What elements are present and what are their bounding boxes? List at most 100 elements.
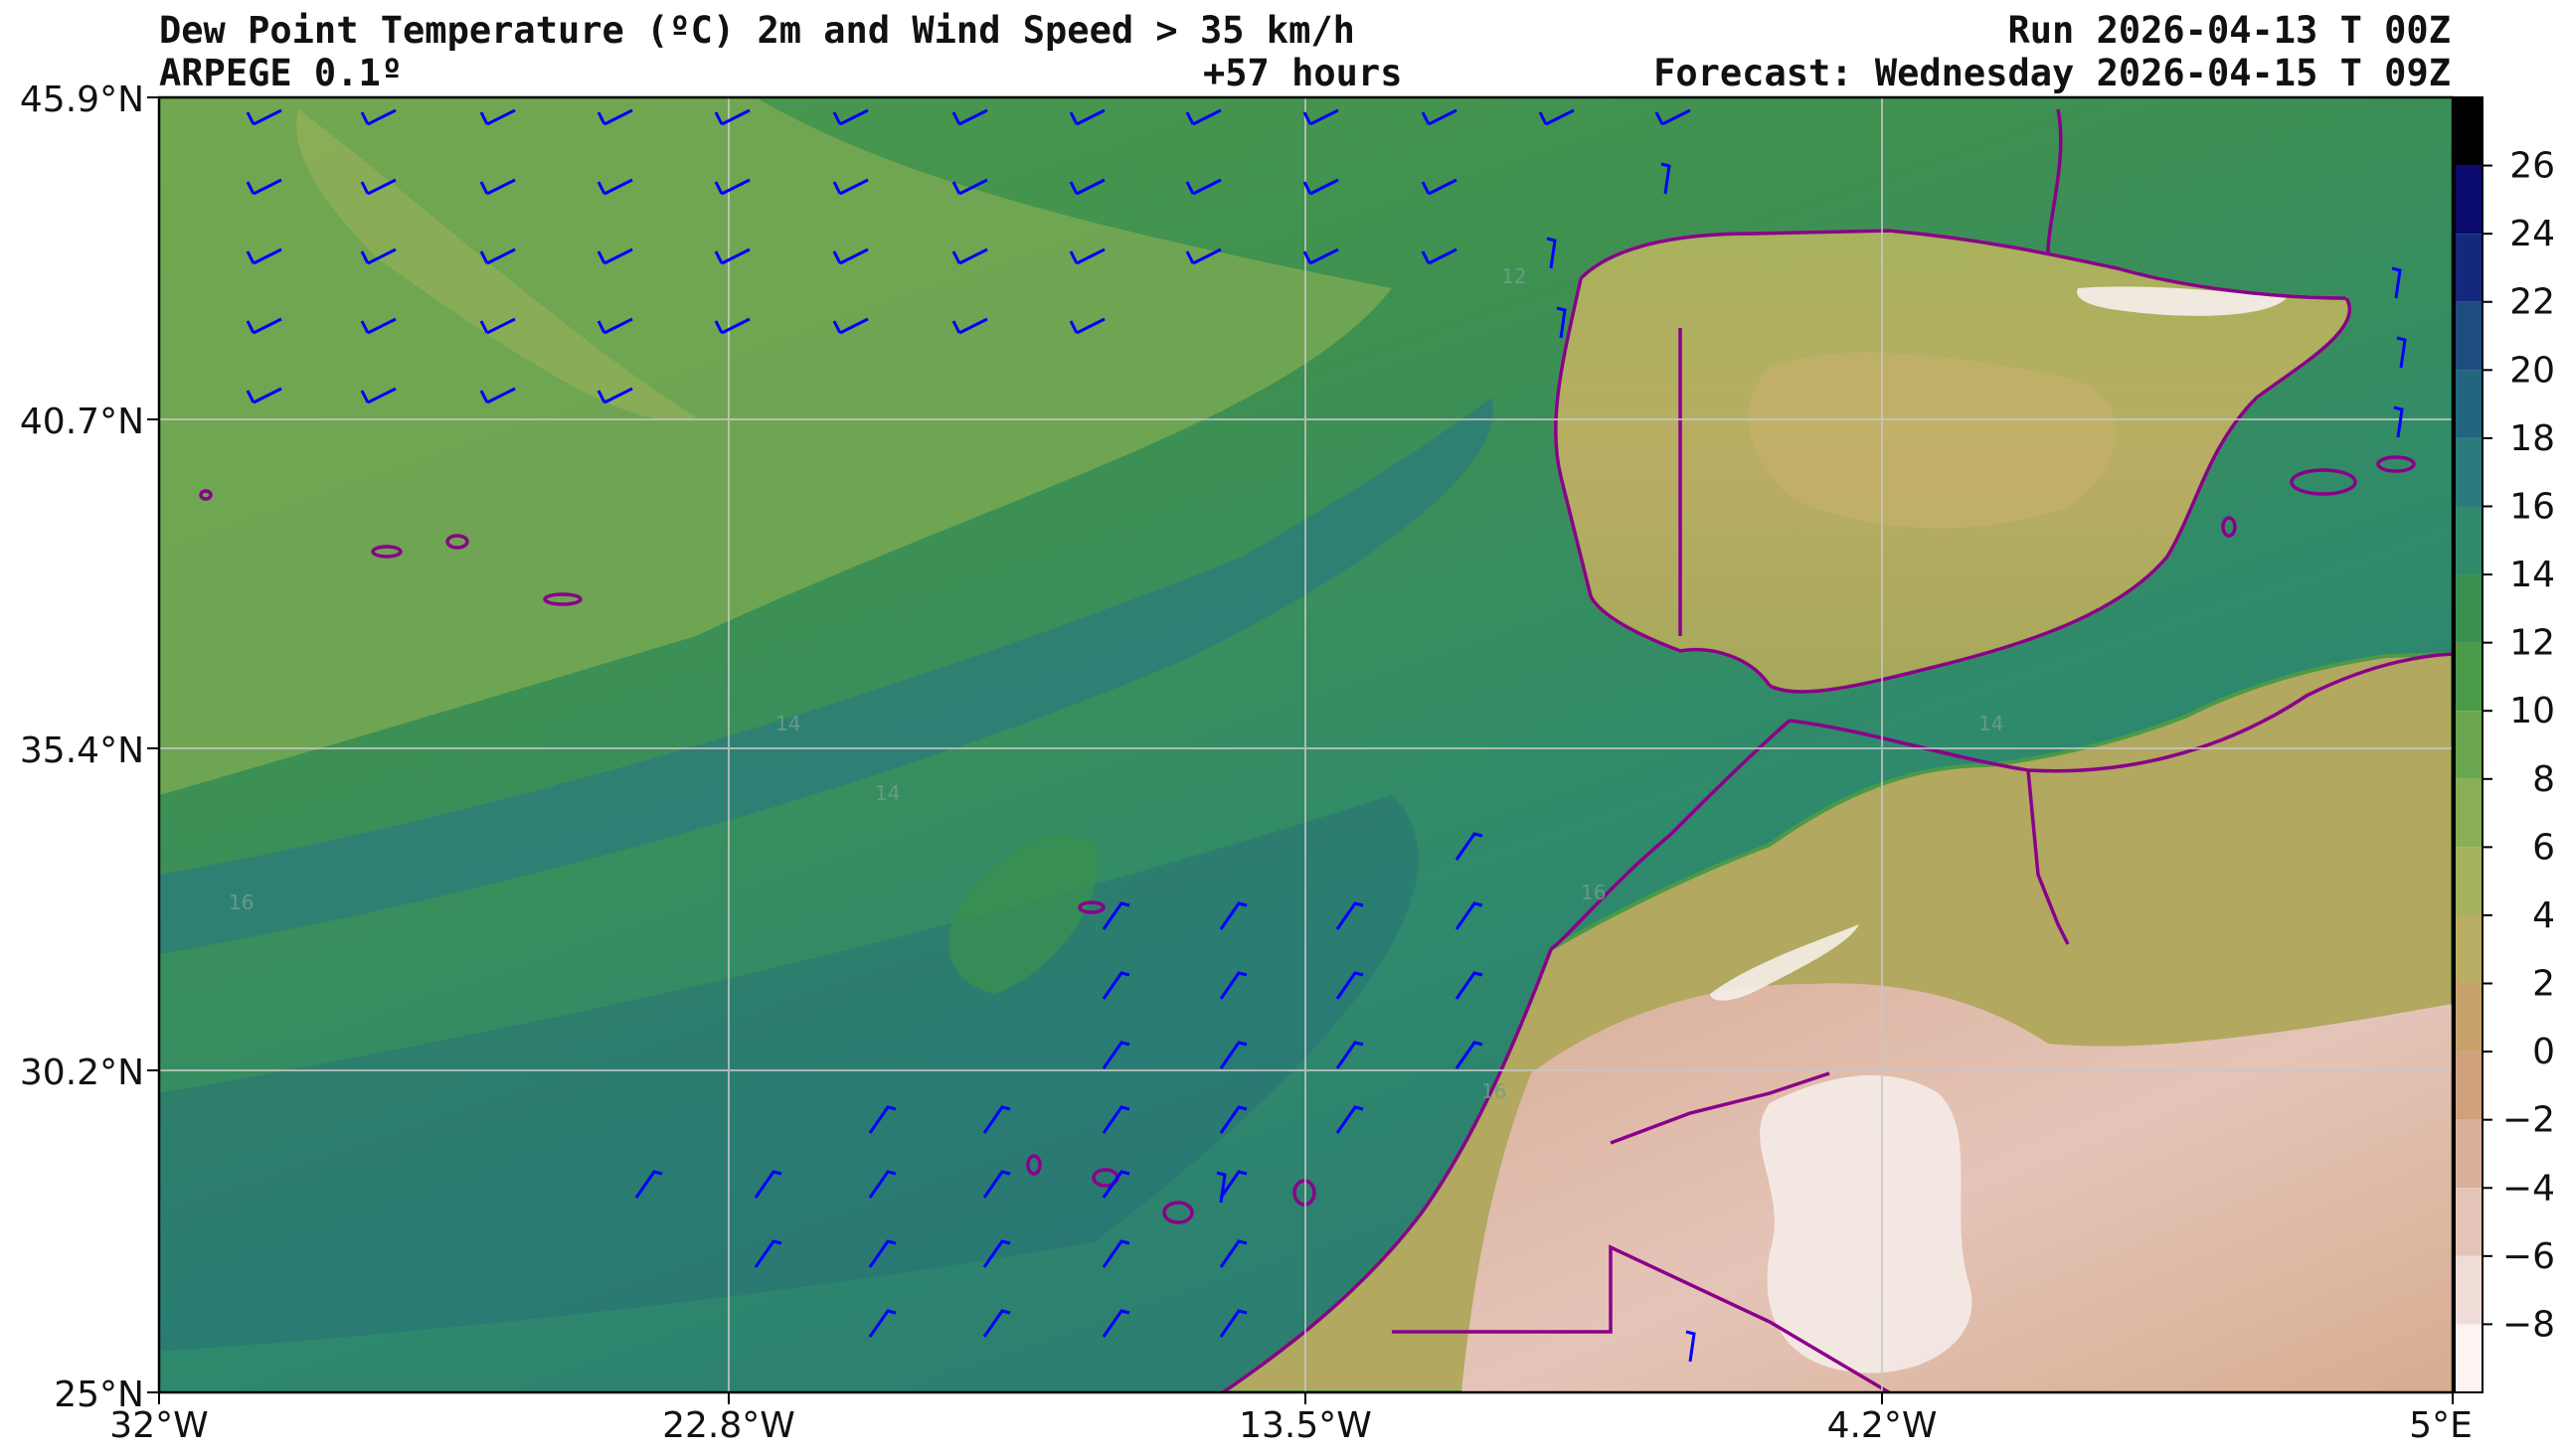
model-label: ARPEGE 0.1º xyxy=(159,52,404,94)
colorbar-tick-label: 24 xyxy=(2509,214,2555,254)
wind-barb xyxy=(1219,901,1248,930)
wind-barb xyxy=(832,247,869,265)
wind-barb xyxy=(868,1239,897,1268)
wind-barb xyxy=(1219,1239,1248,1268)
colorbar-band xyxy=(2455,642,2482,712)
wind-barb xyxy=(1102,1041,1130,1069)
sahara-pale xyxy=(1760,1074,1972,1374)
wind-barb xyxy=(1219,1309,1248,1338)
colorbar-tick-label: 16 xyxy=(2509,486,2555,527)
contour-label: 12 xyxy=(1501,264,1526,288)
wind-barb xyxy=(832,178,869,196)
colorbar-frame xyxy=(2454,96,2483,1393)
wind-barb xyxy=(246,178,282,196)
wind-barb xyxy=(1102,901,1130,930)
wind-barb xyxy=(714,317,751,335)
lon-label: 5°E xyxy=(2409,1405,2473,1446)
wind-barb xyxy=(1102,1105,1130,1134)
colorbar-tick-label: 14 xyxy=(2509,555,2555,595)
wind-barb xyxy=(1455,971,1483,1000)
wind-barb xyxy=(1185,178,1222,196)
lon-label: 32°W xyxy=(109,1405,208,1446)
dry-band-streak xyxy=(296,109,696,421)
lat-label: 40.7°N xyxy=(20,402,144,442)
colorbar-band xyxy=(2455,711,2482,779)
contour-label: 14 xyxy=(875,781,900,805)
lat-label: 35.4°N xyxy=(20,730,144,771)
wind-barb xyxy=(1069,317,1106,335)
axis-ticks xyxy=(147,96,2454,1404)
colorbar-tick-label: −4 xyxy=(2502,1168,2555,1209)
lat-label: 25°N xyxy=(54,1375,144,1415)
colorbar-band xyxy=(2455,370,2482,438)
wind-barb xyxy=(1556,306,1567,339)
colorbar-band xyxy=(2455,778,2482,848)
wind-barb xyxy=(1335,901,1364,930)
colorbar-band xyxy=(2455,234,2482,302)
wind-barb xyxy=(832,108,869,126)
wind-barb xyxy=(1302,108,1339,126)
colorbar-tick-label: 2 xyxy=(2532,964,2555,1005)
wind-barbs xyxy=(246,108,2407,1363)
wind-barb xyxy=(479,387,516,404)
wind-barb xyxy=(982,1239,1011,1268)
wind-barb xyxy=(2391,266,2402,299)
wind-barb xyxy=(597,247,633,265)
wind-barb xyxy=(360,317,397,335)
wind-barb xyxy=(1335,1041,1364,1069)
wind-barb xyxy=(479,317,516,335)
wind-barb xyxy=(951,108,988,126)
wind-barb xyxy=(1455,901,1483,930)
wind-barb xyxy=(982,1170,1011,1199)
colorbar-tick-label: 4 xyxy=(2532,895,2555,936)
wind-barb xyxy=(951,317,988,335)
colorbar-tick-label: −2 xyxy=(2502,1100,2555,1141)
lon-label: 13.5°W xyxy=(1239,1405,1372,1446)
colorbar-band xyxy=(2455,301,2482,371)
wind-barb xyxy=(360,178,397,196)
wind-barb xyxy=(1302,247,1339,265)
wind-barb xyxy=(479,108,516,126)
wind-barb xyxy=(714,247,751,265)
wind-barb xyxy=(246,317,282,335)
graticule xyxy=(159,97,2453,1392)
lon-label: 22.8°W xyxy=(662,1405,795,1446)
contour-labels: 14 14 16 16 12 16 14 xyxy=(229,264,2003,1103)
contour-label: 16 xyxy=(1481,1079,1506,1103)
wind-barb xyxy=(1219,1105,1248,1134)
wind-barb xyxy=(1069,178,1106,196)
colorbar-tick-label: 6 xyxy=(2532,827,2555,868)
wind-barb xyxy=(360,247,397,265)
wind-barb xyxy=(868,1309,897,1338)
wind-barb xyxy=(597,317,633,335)
colorbar-band xyxy=(2455,1255,2482,1325)
wind-barb xyxy=(1069,247,1106,265)
colorbar-tick-label: 20 xyxy=(2509,350,2555,391)
wind-barb xyxy=(479,178,516,196)
wind-barb xyxy=(1660,162,1671,195)
wind-barb xyxy=(2396,336,2407,369)
colorbar-band xyxy=(2455,165,2482,235)
colorbar-band xyxy=(2455,1324,2482,1392)
map-field: 14 14 16 16 12 16 14 xyxy=(159,97,2453,1392)
colorbar-tick-label: 12 xyxy=(2509,623,2555,664)
colorbar-tick-label: 0 xyxy=(2532,1032,2555,1072)
contour-label: 16 xyxy=(229,890,254,914)
colorbar-tick-label: −6 xyxy=(2502,1236,2555,1277)
colorbar-band xyxy=(2455,574,2482,643)
lat-label: 30.2°N xyxy=(20,1052,144,1093)
wind-barb xyxy=(1069,108,1106,126)
wind-barb xyxy=(1219,1170,1248,1199)
wind-barb xyxy=(714,178,751,196)
wind-barb xyxy=(1421,108,1457,126)
wind-barb xyxy=(1185,108,1222,126)
wind-barb xyxy=(982,1309,1011,1338)
colorbar-band xyxy=(2455,847,2482,915)
wind-barb xyxy=(951,178,988,196)
wind-barb xyxy=(1335,1105,1364,1134)
contour-label: 16 xyxy=(1581,881,1606,904)
wind-barb xyxy=(597,178,633,196)
wind-barb xyxy=(1219,971,1248,1000)
moist-band-south xyxy=(159,795,1419,1352)
